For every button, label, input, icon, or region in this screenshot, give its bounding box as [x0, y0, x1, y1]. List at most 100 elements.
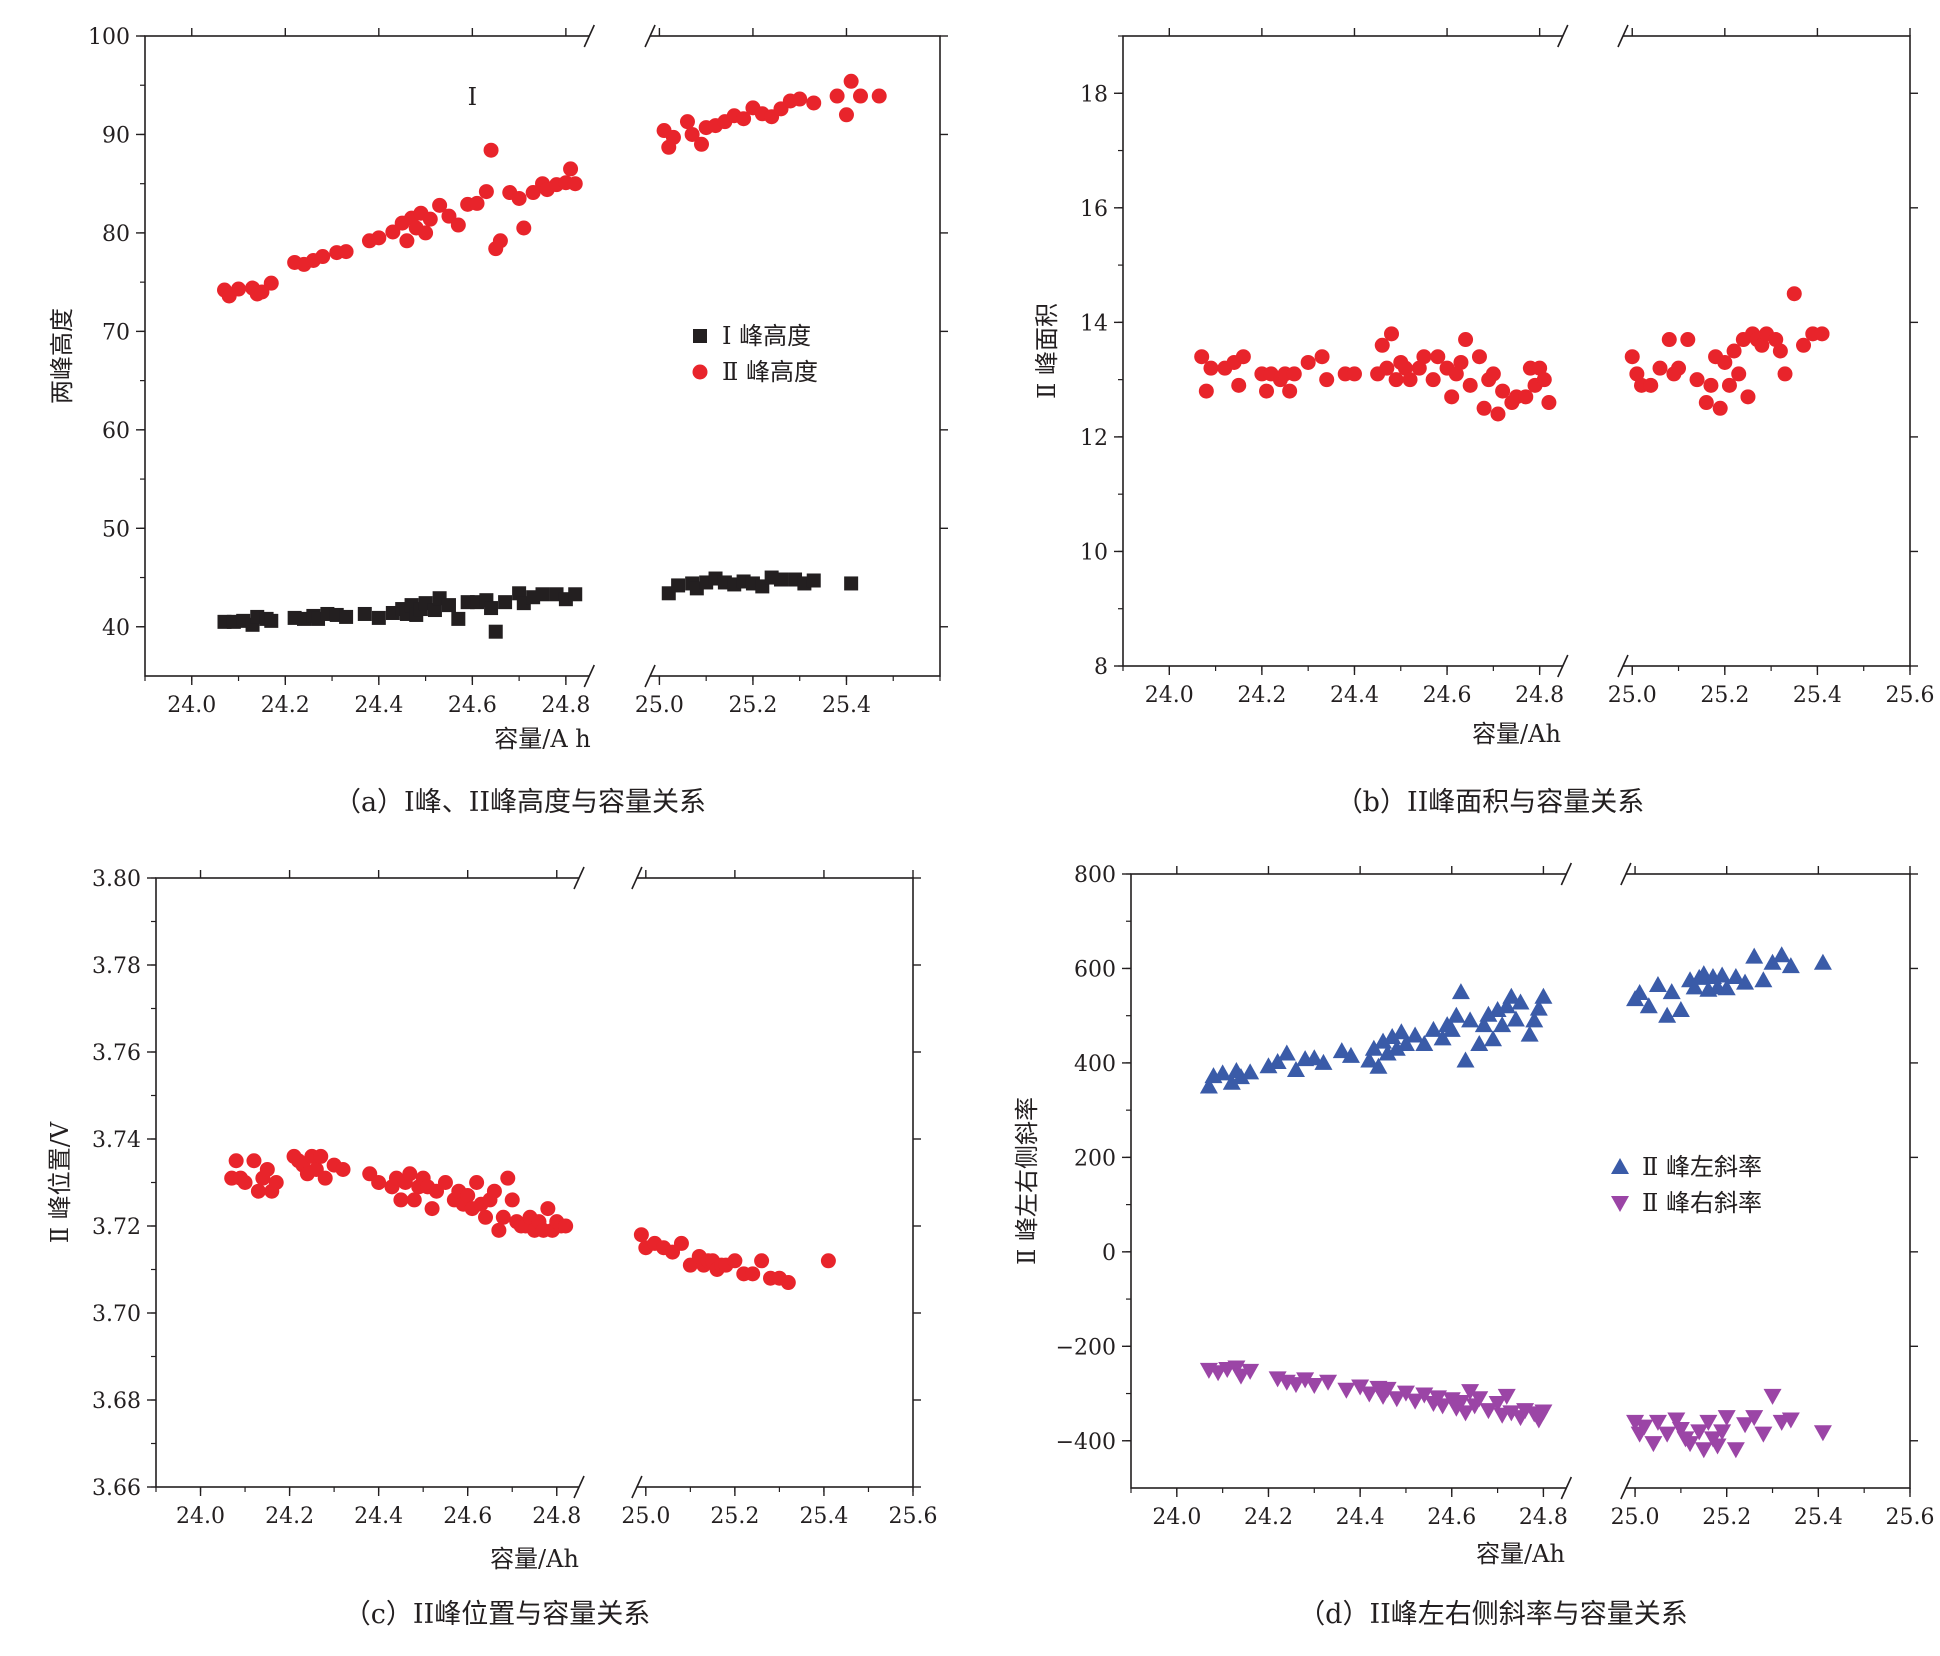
- panel-c-caption: （c）II峰位置与容量关系: [344, 1599, 650, 1630]
- panel-a-axis-break-mark-top-1: [644, 24, 656, 48]
- panel-a-series2-point: [736, 111, 752, 127]
- panel-b-series1-point: [1235, 349, 1251, 365]
- panel-b-series1-point: [1689, 372, 1705, 388]
- panel-c-xtick-label: 24.4: [354, 1504, 403, 1529]
- panel-d-series1-point: [1199, 1077, 1218, 1094]
- panel-c-series1-point: [745, 1266, 761, 1282]
- panel-b-axis-break-mark-bottom-1: [1617, 654, 1629, 678]
- panel-a-series2-point: [478, 184, 494, 200]
- panel-a-axis-break-mark-bottom-1: [644, 664, 656, 688]
- panel-d-series2-point: [1644, 1436, 1663, 1453]
- panel-b-series1-point: [1754, 337, 1770, 353]
- panel-b-xtick-label: 24.8: [1515, 683, 1564, 708]
- panel-a-series2-point: [843, 73, 859, 89]
- panel-b-y-axis-label: Ⅱ 峰面积: [1033, 303, 1061, 399]
- panel-b-series1-point: [1471, 349, 1487, 365]
- panel-b-series1-point: [1444, 389, 1460, 405]
- panel-c-series1-point: [633, 1227, 649, 1243]
- panel-c-series1-point: [246, 1153, 262, 1169]
- panel-d-legend-label-2: Ⅱ 峰右斜率: [1642, 1189, 1762, 1217]
- panel-b-series1-point: [1661, 332, 1677, 348]
- panel-d-series2-point: [1406, 1393, 1425, 1410]
- panel-c-series1-point: [486, 1183, 502, 1199]
- panel-d-xtick-label: 25.2: [1702, 1505, 1751, 1530]
- panel-d-series1-point: [1685, 978, 1704, 995]
- panel-d-series2-point: [1635, 1419, 1654, 1436]
- panel-d-xtick-label: 25.4: [1794, 1505, 1843, 1530]
- panel-d-series1-point: [1493, 1016, 1512, 1033]
- panel-a-axis-break-mark-bottom-0: [583, 664, 595, 688]
- panel-a-series2-point: [483, 142, 499, 158]
- panel-c-series1-point: [673, 1235, 689, 1251]
- panel-d-series1-point: [1387, 1039, 1406, 1056]
- panel-c-series1-point: [478, 1209, 494, 1225]
- panel-b-axis-break-gap-top: [1562, 32, 1623, 40]
- panel-b-axis-break-mark-top-1: [1617, 24, 1629, 48]
- panel-d-xtick-label: 24.2: [1244, 1505, 1293, 1530]
- panel-d-series2-point: [1470, 1391, 1489, 1408]
- panel-c-series1-point: [424, 1201, 440, 1217]
- panel-c-series1-point: [268, 1175, 284, 1190]
- panel-d-series2-point: [1690, 1424, 1709, 1441]
- panel-d-xtick-label: 24.8: [1519, 1505, 1568, 1530]
- panel-d-ytick-label: 200: [1074, 1146, 1116, 1171]
- panel-c-ytick-label: 3.80: [92, 867, 141, 892]
- panel-c-series1-point: [228, 1153, 244, 1169]
- panel-d-series2-point: [1456, 1405, 1475, 1422]
- panel-d-legend-marker-1: [1611, 1158, 1629, 1174]
- panel-c-x-axis-label: 容量/Ah: [490, 1545, 579, 1573]
- panel-d-series1-point: [1534, 987, 1553, 1004]
- panel-c-ytick-label: 3.78: [92, 954, 141, 979]
- panel-a-series1-point: [484, 601, 499, 616]
- panel-b-series1-point: [1814, 326, 1830, 342]
- panel-a-series2-point: [254, 284, 270, 300]
- panel-d-series2-point: [1461, 1384, 1480, 1401]
- panel-a-series2-point: [792, 91, 808, 107]
- panel-b-series1-point: [1259, 383, 1275, 399]
- panel-b-series1-point: [1740, 389, 1756, 405]
- panel-b-series1-point: [1282, 383, 1298, 399]
- panel-a-series2-point: [516, 220, 532, 236]
- panel-d-series2-point: [1360, 1386, 1379, 1403]
- panel-a-xtick-label: 25.4: [822, 693, 871, 718]
- panel-a-xtick-label: 24.6: [448, 693, 497, 718]
- panel-b-series1-point: [1629, 366, 1645, 382]
- panel-d-series1-point: [1717, 979, 1736, 996]
- panel-b-series1-point: [1458, 332, 1474, 348]
- panel-d-series1-point: [1772, 946, 1791, 963]
- panel-c-series1-point: [393, 1192, 409, 1208]
- panel-b-series1-point: [1624, 349, 1640, 365]
- panel-d-series2-point: [1681, 1436, 1700, 1453]
- panel-b-series1-point: [1485, 366, 1501, 382]
- panel-d-series1-point: [1662, 983, 1681, 1000]
- panel-d-series1-point: [1241, 1063, 1260, 1080]
- panel-d-series1-point: [1341, 1046, 1360, 1063]
- panel-b-series1-point: [1643, 377, 1659, 393]
- panel-b-series1-point: [1652, 360, 1668, 376]
- panel-d-series2-point: [1658, 1426, 1677, 1443]
- panel-b-series1-point: [1314, 349, 1330, 365]
- panel-d-series1-point: [1474, 1016, 1493, 1033]
- panel-a-series1-point: [535, 587, 550, 602]
- panel-c-series1-point: [237, 1175, 253, 1190]
- panel-d-legend-label-1: Ⅱ 峰左斜率: [1642, 1153, 1762, 1181]
- panel-b-series1-point: [1425, 372, 1441, 388]
- panel-d-y-axis-label: Ⅱ 峰左右侧斜率: [1013, 1097, 1041, 1265]
- panel-a-series2-point: [829, 88, 845, 104]
- panel-b-axis-break-mark-bottom-0: [1557, 654, 1569, 678]
- panel-d-series2-point: [1534, 1404, 1553, 1421]
- panel-a-series1-point: [371, 610, 386, 625]
- panel-a-series2-point: [525, 185, 541, 201]
- panel-c-series1-point: [820, 1253, 836, 1269]
- panel-a-series2-point: [422, 211, 438, 227]
- panel-a-plot-frame: [144, 35, 941, 677]
- panel-b-caption: （b）II峰面积与容量关系: [1336, 787, 1645, 818]
- panel-b-series1-point: [1717, 354, 1733, 370]
- panel-d-series2-point: [1488, 1395, 1507, 1412]
- panel-c-series1-point: [469, 1175, 485, 1190]
- panel-d-series2-point: [1713, 1424, 1732, 1441]
- panel-d-ytick-label: 600: [1074, 957, 1116, 982]
- panel-c-series1-point: [371, 1175, 387, 1190]
- panel-a-series1-point: [427, 603, 442, 618]
